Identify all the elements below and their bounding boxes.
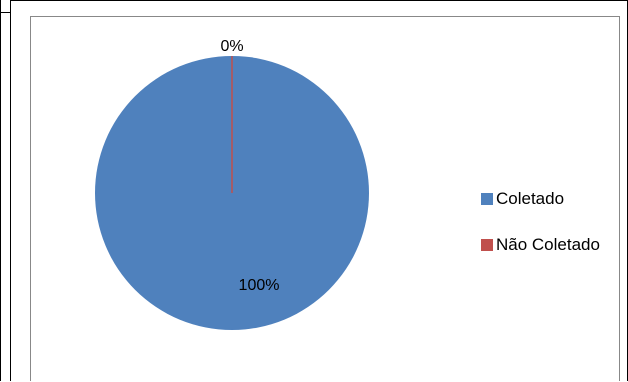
legend-item-coletado: Coletado <box>481 187 600 211</box>
left-border-inner <box>10 0 11 381</box>
pie-chart <box>95 56 369 330</box>
legend-label-nao-coletado: Não Coletado <box>496 235 600 254</box>
legend-label-coletado: Coletado <box>496 189 565 208</box>
top-left-tick <box>0 12 10 13</box>
legend: Coletado Não Coletado <box>481 187 600 279</box>
chart-area: 0% 100% Coletado Não Coletado <box>30 16 620 381</box>
legend-swatch-nao-coletado <box>481 239 493 251</box>
legend-item-nao-coletado: Não Coletado <box>481 233 600 257</box>
top-border <box>10 0 628 1</box>
data-label-coletado: 100% <box>238 277 280 294</box>
data-label-nao-coletado: 0% <box>220 38 244 55</box>
legend-swatch-coletado <box>481 193 493 205</box>
left-border-outer <box>0 0 1 381</box>
